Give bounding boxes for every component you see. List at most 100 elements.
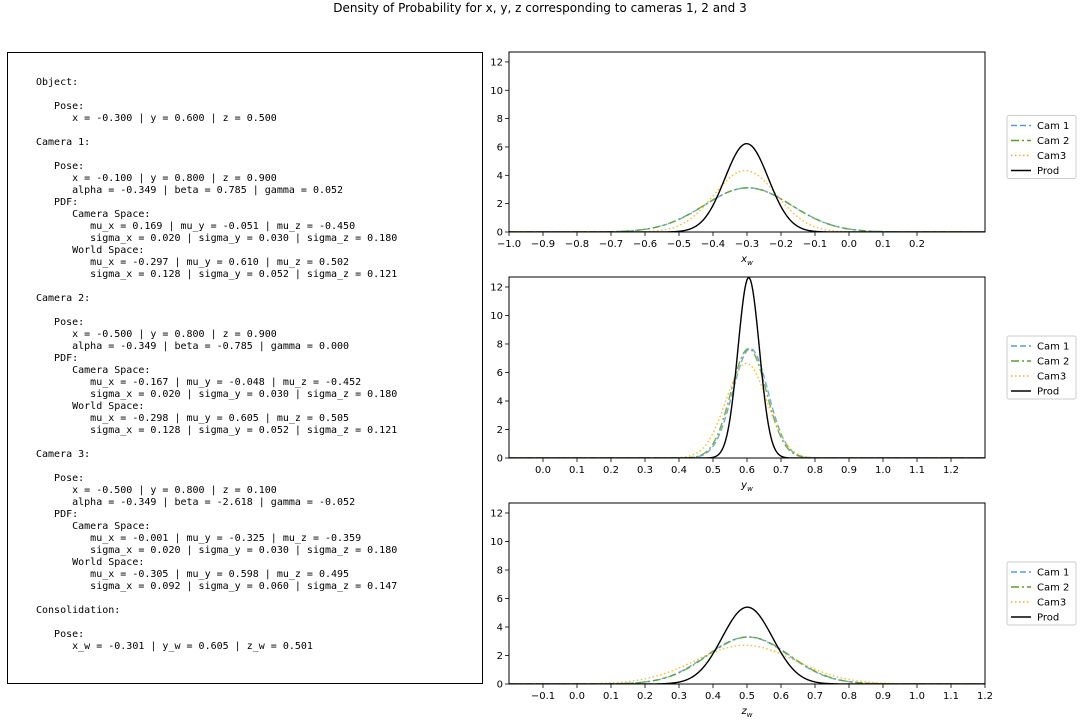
y-tick-label: 0 bbox=[497, 228, 503, 239]
x-tick-label: 1.1 bbox=[943, 691, 959, 702]
info-line: PDF: bbox=[54, 353, 79, 364]
legend: Cam 1 Cam 2 Cam3 Prod bbox=[1006, 115, 1077, 179]
info-line: Pose: bbox=[54, 629, 85, 640]
x-tick-label: 0.2 bbox=[909, 239, 925, 250]
legend-label: Cam 2 bbox=[1037, 583, 1069, 594]
x-tick-label: −0.3 bbox=[735, 239, 759, 250]
x-tick-label: 0.5 bbox=[739, 691, 755, 702]
info-line: Object: bbox=[36, 77, 79, 88]
x-tick-label: 0.9 bbox=[841, 465, 857, 476]
info-line: x = -0.500 | y = 0.800 | z = 0.900 bbox=[72, 329, 277, 340]
y-tick-label: 10 bbox=[490, 86, 503, 97]
x-tick-label: −0.1 bbox=[531, 691, 555, 702]
info-line: x = -0.100 | y = 0.800 | z = 0.900 bbox=[72, 173, 277, 184]
x-tick-label: 1.2 bbox=[977, 691, 993, 702]
y-tick-label: 6 bbox=[497, 368, 503, 379]
info-line: mu_x = -0.167 | mu_y = -0.048 | mu_z = -… bbox=[90, 377, 362, 388]
x-tick-label: 0.3 bbox=[637, 465, 653, 476]
y-tick-label: 0 bbox=[497, 454, 503, 465]
chart-panel-1: −1.0 −0.9 −0.8 −0.7 −0.6 −0.5 −0.4 −0.3 −0.2 −0.1… bbox=[490, 51, 1077, 267]
series-line-cam-1 bbox=[509, 636, 985, 684]
series-line-cam-2 bbox=[509, 347, 985, 458]
x-tick-label: 1.2 bbox=[943, 465, 959, 476]
x-axis-label: yw bbox=[740, 480, 753, 493]
info-line: x = -0.500 | y = 0.800 | z = 0.100 bbox=[72, 485, 277, 496]
info-line: alpha = -0.349 | beta = -2.618 | gamma =… bbox=[72, 497, 356, 508]
legend-label: Cam3 bbox=[1037, 372, 1066, 383]
legend-label: Prod bbox=[1037, 387, 1059, 398]
info-line: Camera 2: bbox=[36, 293, 91, 304]
info-line: sigma_x = 0.020 | sigma_y = 0.030 | sigm… bbox=[90, 545, 398, 556]
x-tick-label: 0.8 bbox=[841, 691, 857, 702]
y-tick-label: 2 bbox=[497, 199, 503, 210]
legend-label: Cam 1 bbox=[1037, 568, 1069, 579]
info-line: Consolidation: bbox=[36, 605, 121, 616]
figure-title: Density of Probability for x, y, z corre… bbox=[333, 1, 747, 15]
x-tick-label: 0.9 bbox=[875, 691, 891, 702]
x-tick-label: −1.0 bbox=[497, 239, 521, 250]
info-line: x = -0.300 | y = 0.600 | z = 0.500 bbox=[72, 113, 277, 124]
legend-label: Prod bbox=[1037, 166, 1059, 177]
series-line-prod bbox=[509, 277, 985, 458]
info-line: Pose: bbox=[54, 161, 85, 172]
info-line: Camera Space: bbox=[72, 209, 151, 220]
x-tick-label: 0.3 bbox=[671, 691, 687, 702]
info-line: Camera 3: bbox=[36, 449, 91, 460]
series-line-prod bbox=[509, 606, 985, 684]
info-line: alpha = -0.349 | beta = 0.785 | gamma = … bbox=[72, 185, 344, 196]
y-tick-label: 4 bbox=[497, 396, 503, 407]
series-line-cam3 bbox=[509, 362, 985, 458]
info-line: mu_x = -0.001 | mu_y = -0.325 | mu_z = -… bbox=[90, 533, 362, 544]
x-tick-label: −0.7 bbox=[599, 239, 623, 250]
x-tick-label: 0.7 bbox=[773, 465, 789, 476]
legend-label: Cam 2 bbox=[1037, 357, 1069, 368]
y-tick-label: 6 bbox=[497, 594, 503, 605]
x-tick-label: −0.8 bbox=[565, 239, 589, 250]
x-tick-label: −0.5 bbox=[667, 239, 691, 250]
y-tick-label: 12 bbox=[490, 508, 503, 519]
legend-label: Prod bbox=[1037, 613, 1059, 624]
legend-label: Cam3 bbox=[1037, 598, 1066, 609]
y-tick-label: 2 bbox=[497, 651, 503, 662]
legend-label: Cam 1 bbox=[1037, 342, 1069, 353]
info-line: World Space: bbox=[72, 245, 145, 256]
series-line-cam-2 bbox=[509, 636, 985, 684]
legend-label: Cam3 bbox=[1037, 151, 1066, 162]
y-tick-label: 0 bbox=[497, 680, 503, 691]
x-tick-label: 0.6 bbox=[773, 691, 789, 702]
x-tick-label: −0.9 bbox=[531, 239, 555, 250]
y-tick-label: 12 bbox=[490, 57, 503, 68]
series-line-cam3 bbox=[509, 644, 985, 684]
x-tick-label: 0.2 bbox=[603, 465, 619, 476]
series-line-cam-1 bbox=[509, 347, 985, 458]
y-tick-label: 6 bbox=[497, 142, 503, 153]
chart-panel-3: −0.1 0.0 0.1 0.2 0.3 0.4 0.5 0.6 0.7 0.8 0.9 1.0 1.1… bbox=[490, 502, 1077, 719]
legend-label: Cam 2 bbox=[1037, 136, 1069, 147]
x-tick-label: 0.0 bbox=[535, 465, 551, 476]
info-line: Pose: bbox=[54, 101, 85, 112]
info-text: Object: Pose: x = -0.300 | y = 0.600 | z… bbox=[36, 77, 397, 653]
legend-label: Cam 1 bbox=[1037, 121, 1069, 132]
x-tick-label: 1.1 bbox=[909, 465, 925, 476]
info-line: mu_x = -0.305 | mu_y = 0.598 | mu_z = 0.… bbox=[90, 569, 350, 580]
info-line: PDF: bbox=[54, 197, 79, 208]
x-tick-label: 0.7 bbox=[807, 691, 823, 702]
info-line: mu_x = -0.298 | mu_y = 0.605 | mu_z = 0.… bbox=[90, 413, 350, 424]
x-tick-label: −0.1 bbox=[803, 239, 827, 250]
series-line-cam-2 bbox=[509, 187, 985, 232]
x-tick-label: 0.6 bbox=[739, 465, 755, 476]
series-line-cam-1 bbox=[509, 187, 985, 232]
info-panel: Object: Pose: x = -0.300 | y = 0.600 | z… bbox=[7, 52, 483, 684]
y-tick-label: 8 bbox=[497, 565, 503, 576]
x-axis-label: zw bbox=[741, 706, 753, 719]
info-line: Pose: bbox=[54, 317, 85, 328]
y-tick-label: 2 bbox=[497, 425, 503, 436]
x-tick-label: 0.1 bbox=[875, 239, 891, 250]
x-tick-label: 0.2 bbox=[637, 691, 653, 702]
x-tick-label: 0.1 bbox=[603, 691, 619, 702]
info-line: mu_x = 0.169 | mu_y = -0.051 | mu_z = -0… bbox=[90, 221, 356, 232]
x-tick-label: 1.0 bbox=[875, 465, 891, 476]
y-tick-label: 4 bbox=[497, 171, 503, 182]
info-line: World Space: bbox=[72, 401, 145, 412]
